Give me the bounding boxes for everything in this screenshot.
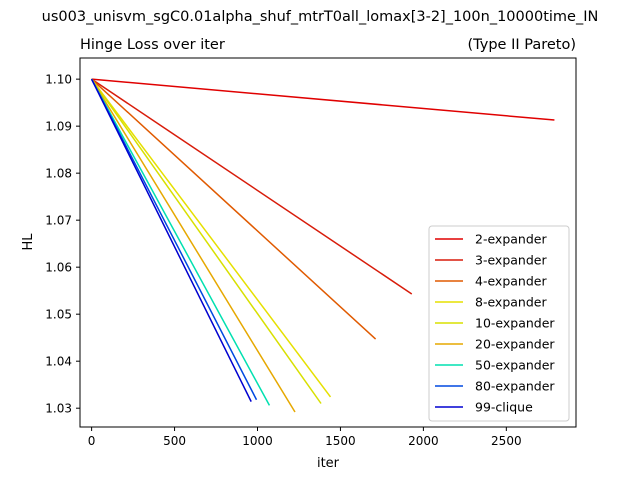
chart-suptitle: us003_unisvm_sgC0.01alpha_shuf_mtrT0all_…	[42, 9, 599, 25]
series-line-99-clique	[90, 78, 252, 402]
legend-items: 2-expander 3-expander 4-expander 8-expander…	[435, 232, 555, 415]
plot-area-frame	[79, 57, 577, 428]
series-line-80-expander	[90, 78, 258, 401]
y-tick-label: 1.05	[45, 308, 72, 322]
series-line-50-expander	[90, 78, 271, 406]
y-tick-label: 1.06	[45, 261, 72, 275]
series-line-2-expander	[91, 78, 555, 121]
legend-label: 4-expander	[475, 274, 547, 289]
x-tick-label: 1000	[242, 434, 273, 448]
chart-title-right: (Type II Pareto)	[468, 37, 577, 53]
y-tick-label: 1.07	[45, 214, 72, 228]
x-tick-label: 1500	[325, 434, 356, 448]
x-tick-label: 500	[163, 434, 186, 448]
legend: 2-expander 3-expander 4-expander 8-expander…	[428, 225, 570, 422]
x-axis-label: iter	[317, 456, 340, 471]
legend-label: 80-expander	[475, 379, 555, 394]
legend-box	[428, 225, 570, 422]
x-tick-label: 2000	[408, 434, 439, 448]
chart-title: Hinge Loss over iter	[80, 37, 225, 53]
y-tick-label: 1.09	[45, 120, 72, 134]
y-axis-ticks: 1.03 1.04 1.05 1.06 1.07 1.08 1.09 1.10	[45, 73, 80, 416]
y-tick-label: 1.08	[45, 167, 72, 181]
series-line-10-expander	[90, 78, 322, 404]
x-tick-label: 2500	[491, 434, 522, 448]
legend-label: 10-expander	[475, 316, 555, 331]
series-line-3-expander	[91, 78, 413, 295]
legend-label: 50-expander	[475, 358, 555, 373]
legend-label: 99-clique	[475, 400, 533, 415]
x-tick-label: 0	[88, 434, 96, 448]
legend-label: 20-expander	[475, 337, 555, 352]
x-axis-ticks: 0 500 1000 1500 2000 2500	[88, 427, 522, 448]
series-lines	[90, 78, 555, 413]
series-line-4-expander	[91, 78, 377, 340]
legend-label: 3-expander	[475, 253, 547, 268]
y-tick-label: 1.03	[45, 402, 72, 416]
y-axis-label: HL	[21, 233, 36, 251]
y-tick-label: 1.10	[45, 73, 72, 87]
legend-label: 2-expander	[475, 232, 547, 247]
y-tick-label: 1.04	[45, 355, 72, 369]
series-line-8-expander	[91, 78, 332, 398]
legend-label: 8-expander	[475, 295, 547, 310]
series-line-20-expander	[90, 78, 296, 413]
